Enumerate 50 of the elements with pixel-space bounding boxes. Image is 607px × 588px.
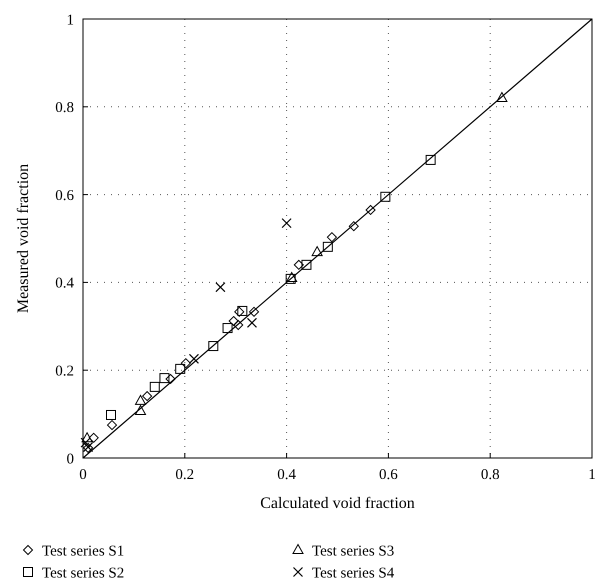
point [366, 204, 376, 215]
x-tick-label: 1 [588, 467, 596, 483]
point [234, 306, 244, 317]
point [159, 373, 170, 384]
y-tick-label: 0.4 [55, 276, 74, 292]
point [180, 358, 191, 368]
point [237, 306, 248, 316]
point [326, 232, 337, 242]
point [107, 420, 118, 430]
point [312, 246, 323, 256]
x-tick-label: 0.4 [277, 467, 296, 483]
point [80, 438, 91, 448]
y-tick-label: 0.8 [55, 100, 74, 116]
point [175, 364, 186, 374]
point [246, 318, 258, 328]
point [249, 306, 260, 317]
point [222, 323, 233, 334]
x-tick-label: 0.2 [175, 467, 194, 483]
y-tick-label: 0.2 [55, 363, 74, 380]
point [496, 92, 508, 102]
point [426, 154, 436, 165]
point [106, 410, 116, 420]
x-tick-label: 0.6 [379, 467, 398, 483]
point [282, 218, 292, 228]
x-tick-label: 0.8 [480, 467, 500, 483]
x-axis-title: Calculated void fraction [260, 495, 415, 512]
point [215, 282, 226, 292]
point [82, 432, 93, 442]
point [135, 405, 146, 416]
point [166, 374, 176, 384]
legend-label: Test series S1 [42, 543, 124, 560]
point [380, 192, 390, 202]
y-tick-label: 0.6 [55, 188, 74, 204]
point [188, 354, 200, 364]
point [301, 260, 312, 270]
x-tick-label: 0 [79, 467, 87, 483]
point [348, 221, 359, 232]
point [322, 242, 333, 252]
point [88, 432, 99, 443]
y-axis-title: Measured void fraction [15, 164, 32, 314]
point [142, 391, 152, 402]
point [135, 394, 146, 405]
legend-label: Test series S3 [312, 543, 394, 560]
legend-label: Test series S2 [42, 565, 124, 582]
legend-label: Test series S4 [312, 565, 395, 582]
y-tick-label: 1 [66, 12, 74, 28]
point [150, 382, 160, 392]
point [294, 260, 304, 270]
point [208, 341, 218, 352]
y-tick-label: 0 [66, 451, 74, 468]
